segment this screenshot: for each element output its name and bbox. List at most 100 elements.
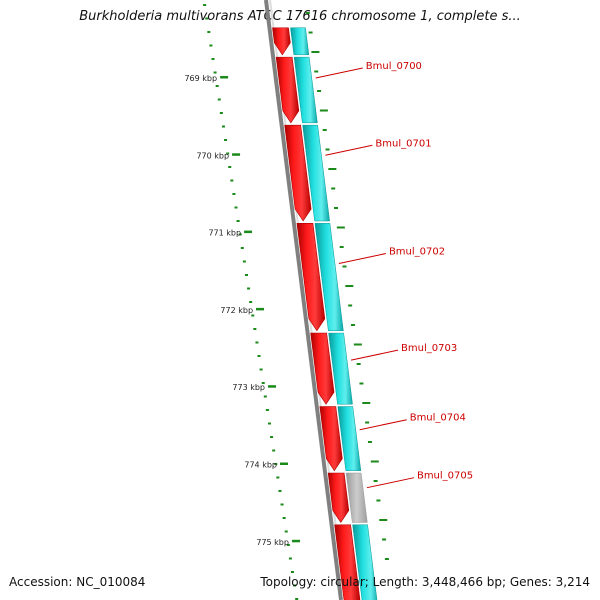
gc-skew-mark <box>348 304 353 307</box>
label-leader-line <box>325 144 373 156</box>
gc-skew-mark <box>350 324 355 326</box>
tick-label: 772 kbp <box>220 306 253 315</box>
cds-arrow <box>319 406 343 472</box>
tick-label: 774 kbp <box>244 461 277 470</box>
label-leader-line <box>315 67 363 79</box>
label-leader-line <box>350 349 399 361</box>
gc-skew-mark <box>240 247 244 249</box>
gc-skew-mark <box>224 139 228 141</box>
cds-arrow <box>284 124 312 222</box>
gc-skew-mark <box>325 148 330 151</box>
gc-skew-mark <box>228 166 232 168</box>
gc-skew-mark <box>205 17 209 20</box>
tick-mark <box>244 230 253 234</box>
accession-text: Accession: NC_010084 <box>9 575 146 589</box>
gc-skew-mark <box>288 557 292 560</box>
label-leader-line <box>359 419 407 431</box>
gc-skew-mark <box>236 220 240 222</box>
feature-track <box>272 27 378 600</box>
gc-skew-mark <box>356 363 361 365</box>
gc-skew-mark <box>230 179 234 182</box>
gene-labels: Bmul_0700 Bmul_0701 Bmul_0702 Bmul_0703 Bmul… <box>315 61 473 489</box>
gene-label: Bmul_0701 <box>375 138 431 149</box>
gc-skew-mark <box>249 301 253 303</box>
gc-skew-mark <box>295 598 299 600</box>
gc-skew-mark <box>209 44 213 47</box>
gc-skew-mark <box>259 368 263 371</box>
gc-skew-mark <box>272 449 276 452</box>
cds-arrow <box>272 27 291 56</box>
gene-block <box>302 124 330 222</box>
tick-mark <box>232 153 241 156</box>
tick-mark <box>279 462 288 465</box>
gc-skew-mark <box>376 499 381 502</box>
gc-skew-mark <box>261 382 265 384</box>
tick-mark <box>291 539 300 543</box>
gc-skew-mark <box>203 4 207 6</box>
gc-skew-mark <box>284 530 288 533</box>
gc-skew-mark <box>274 463 278 465</box>
gc-skew-mark <box>211 58 215 60</box>
gc-skew-mark <box>365 421 370 424</box>
gc-skew-mark <box>267 422 271 425</box>
gc-skew-mark <box>247 287 251 290</box>
gc-skew-mark <box>328 168 337 170</box>
gc-skew-mark <box>265 409 269 411</box>
gc-skew-mark <box>280 503 284 506</box>
gene-label: Bmul_0700 <box>366 61 422 72</box>
gc-skew-mark <box>286 544 290 546</box>
gc-skew-mark <box>238 233 242 236</box>
gene-block <box>328 332 353 405</box>
gc-skew-mark <box>345 285 354 287</box>
label-leader-line <box>366 477 415 489</box>
gc-skew-mark <box>253 328 257 330</box>
gc-skew-mark <box>317 90 322 92</box>
gc-skew-mark <box>291 571 295 573</box>
gene-label: Bmul_0705 <box>417 471 473 482</box>
gc-skew-mark <box>234 206 238 209</box>
gc-skew-mark <box>382 538 387 541</box>
gc-skew-mark <box>334 207 339 209</box>
gene-block <box>337 406 362 471</box>
gc-skew-mark <box>353 343 362 346</box>
map-title: Burkholderia multivorans ATCC 17616 chro… <box>79 9 521 24</box>
gc-skew-mark <box>213 71 217 74</box>
tick-mark <box>220 76 229 79</box>
gc-skew-mark <box>276 476 280 479</box>
gc-skew-mark <box>342 265 347 268</box>
cds-arrow <box>327 472 350 524</box>
other-feature-block <box>345 472 368 523</box>
gene-label: Bmul_0702 <box>389 247 445 258</box>
gene-block <box>293 56 318 124</box>
tick-label: 771 kbp <box>208 229 241 238</box>
gc-skew-track <box>203 4 389 600</box>
gc-skew-mark <box>257 355 261 357</box>
gc-skew-mark <box>244 274 248 276</box>
gc-skew-mark <box>293 584 297 587</box>
gc-skew-mark <box>207 31 211 33</box>
gene-block <box>352 524 378 600</box>
tick-label: 769 kbp <box>184 74 217 83</box>
label-leader-line <box>338 253 387 265</box>
gc-skew-mark <box>322 129 327 131</box>
gc-skew-mark <box>373 480 378 482</box>
gc-skew-mark <box>263 395 267 398</box>
gc-skew-mark <box>282 517 286 519</box>
tick-mark <box>256 307 265 311</box>
gc-skew-mark <box>331 187 336 190</box>
gc-skew-mark <box>311 51 320 53</box>
cds-arrow <box>296 223 326 332</box>
gc-skew-mark <box>251 314 255 317</box>
gc-skew-mark <box>336 226 345 229</box>
gc-skew-mark <box>314 70 319 73</box>
gc-skew-mark <box>217 98 221 101</box>
gc-skew-mark <box>219 112 223 114</box>
tick-label: 770 kbp <box>196 151 229 160</box>
gc-skew-mark <box>232 193 236 195</box>
gene-label: Bmul_0703 <box>401 343 457 354</box>
tick-label: 773 kbp <box>232 383 265 392</box>
gc-skew-mark <box>278 490 282 492</box>
gc-skew-mark <box>367 441 372 443</box>
gene-block <box>290 27 310 56</box>
